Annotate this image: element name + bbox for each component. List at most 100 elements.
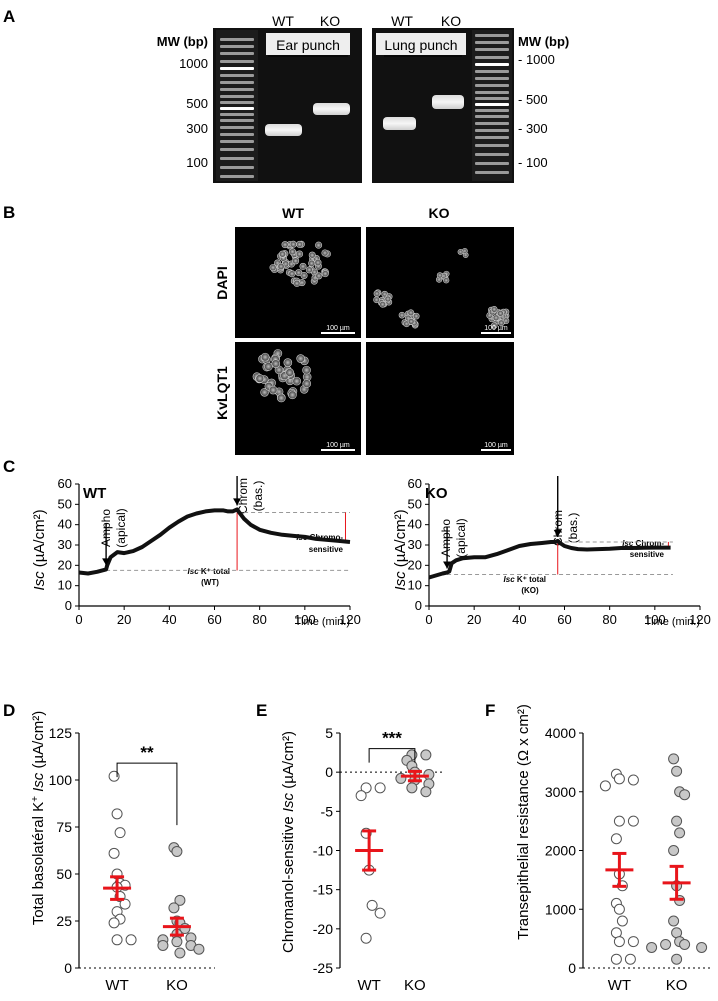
group-label: WT xyxy=(105,977,128,994)
y-axis-title-d: Total basolatéral K+ Isc (µA/cm²) xyxy=(30,711,48,926)
lung-ko-label: KO xyxy=(441,13,461,29)
data-point xyxy=(171,936,183,948)
y-tick-label: 50 xyxy=(58,496,72,511)
cell-nucleus xyxy=(277,262,285,270)
cell-nucleus xyxy=(255,374,265,383)
y-tick-label: 10 xyxy=(58,578,72,593)
data-point xyxy=(420,749,432,761)
ladder-band xyxy=(475,144,509,147)
x-tick-label: 60 xyxy=(207,612,221,627)
ladder-band xyxy=(475,122,509,125)
y-tick-label: -25 xyxy=(313,960,333,976)
annotation-k-total: Isc K⁺ total xyxy=(504,575,546,584)
mw-label-left: MW (bp) xyxy=(157,34,208,49)
ladder-band xyxy=(475,77,509,80)
cell-nucleus xyxy=(288,390,297,400)
ladder-right xyxy=(475,34,509,174)
group-label: KO xyxy=(666,977,688,994)
cell-nucleus xyxy=(302,365,311,375)
cell-nucleus xyxy=(285,368,294,377)
y-tick-label: 0 xyxy=(65,598,72,613)
panel-label-e: E xyxy=(256,701,267,720)
annotation-bas: (bas.) xyxy=(566,513,580,544)
cell-nucleus xyxy=(407,318,415,325)
x-axis-title: Time (min.) xyxy=(645,616,700,628)
x-tick-label: 40 xyxy=(162,612,176,627)
cell-nucleus xyxy=(260,352,270,362)
ladder-band xyxy=(220,74,254,77)
mw-tick-left-500: 500 xyxy=(186,96,208,111)
y-axis-title-f: Transepithelial resistance (Ω x cm²) xyxy=(515,704,532,940)
mw-tick-left-100: 100 xyxy=(186,155,208,170)
data-point xyxy=(374,907,386,919)
isc-trace xyxy=(428,538,671,580)
ladder-band xyxy=(220,45,254,48)
ladder-band xyxy=(475,56,509,59)
data-point xyxy=(360,932,372,944)
cell-nucleus xyxy=(379,301,386,308)
cell-nucleus xyxy=(308,251,316,259)
data-point xyxy=(420,786,432,798)
treatment-arrow-head xyxy=(102,558,111,566)
scale-bar-label: 100 µm xyxy=(326,442,350,449)
y-tick-label: 40 xyxy=(58,517,72,532)
panel-label-f: F xyxy=(485,701,495,720)
trace-chart-ko: Isc (µA/cm²) KO Time (min.) Ampho (apica… xyxy=(392,485,700,628)
data-point xyxy=(613,815,625,827)
y-tick-label: 0 xyxy=(415,598,422,613)
col-label-wt: WT xyxy=(282,205,304,221)
data-point xyxy=(671,765,683,777)
cell-nucleus xyxy=(497,309,504,317)
scatter-plot-d: 0 25 50 75 100 125 WT KO ** xyxy=(49,725,215,994)
x-tick-label: 0 xyxy=(75,612,82,627)
panel-label-d: D xyxy=(3,701,15,720)
cell-nucleus xyxy=(289,240,297,248)
data-point xyxy=(157,939,169,951)
x-tick-label: 60 xyxy=(557,612,571,627)
scatter-plot-e: 5 0 -5 -10 -15 -20 -25 WT KO *** xyxy=(313,725,444,994)
row-label-dapi: DAPI xyxy=(214,266,230,299)
ladder-band xyxy=(220,107,254,110)
data-point xyxy=(374,782,386,794)
x-tick-label: 20 xyxy=(117,612,131,627)
significance-bracket xyxy=(368,748,416,763)
x-tick-label: 100 xyxy=(294,612,316,627)
data-point xyxy=(660,939,672,950)
cell-nucleus xyxy=(302,379,312,388)
ladder-band xyxy=(475,91,509,94)
cell-nucleus xyxy=(436,272,444,279)
significance-bracket xyxy=(116,762,178,826)
cell-nuclei xyxy=(252,240,510,403)
cell-nucleus xyxy=(292,376,302,386)
annotation-k-total-group: (WT) xyxy=(201,578,219,587)
cell-nucleus xyxy=(271,359,281,368)
annotation-chrom: Chrom xyxy=(236,478,250,514)
data-point xyxy=(360,782,372,794)
ladder-band xyxy=(220,38,254,41)
data-point xyxy=(168,902,180,914)
col-label-ko: KO xyxy=(429,205,450,221)
scale-bar-label: 100 µm xyxy=(484,442,508,449)
x-tick-label: 40 xyxy=(512,612,526,627)
y-tick-label: 0 xyxy=(568,960,576,976)
ladder-band xyxy=(220,166,254,169)
ear-punch-title: Ear punch xyxy=(276,37,340,53)
data-point xyxy=(616,915,628,927)
data-point xyxy=(671,953,683,965)
cell-nucleus xyxy=(443,277,450,284)
annotation-chrom-sensitive-2: sensitive xyxy=(630,550,665,559)
cell-nucleus xyxy=(293,279,301,287)
ladder-band xyxy=(220,113,254,116)
y-tick-label: -5 xyxy=(321,803,334,819)
ladder-band xyxy=(220,67,254,70)
data-point xyxy=(114,827,126,839)
y-tick-label: 5 xyxy=(325,725,333,741)
y-tick-label: 0 xyxy=(325,764,333,780)
y-tick-label: 125 xyxy=(49,725,73,741)
cell-nucleus xyxy=(314,259,322,267)
ladder-band xyxy=(220,126,254,129)
group-label: WT xyxy=(608,977,631,994)
ladder-band xyxy=(475,84,509,87)
lung-title-box xyxy=(376,33,466,55)
lung-punch-title: Lung punch xyxy=(384,37,457,53)
